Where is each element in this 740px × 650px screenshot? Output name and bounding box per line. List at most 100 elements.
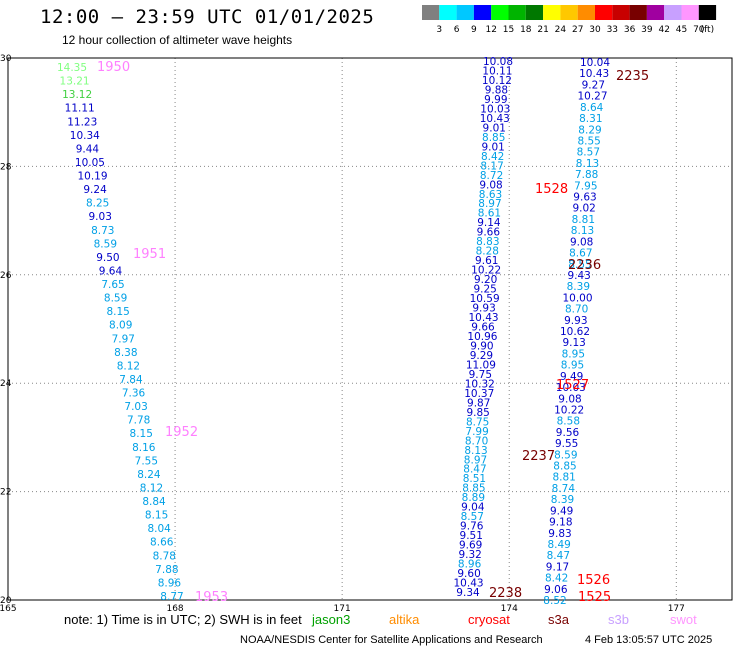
wave-height-value: 9.20: [474, 274, 497, 286]
wave-height-value: 9.24: [83, 184, 107, 196]
wave-height-value: 9.83: [548, 528, 571, 540]
wave-height-value: 8.25: [86, 198, 109, 210]
wave-height-value: 9.51: [460, 530, 483, 542]
wave-height-value: 7.36: [122, 388, 146, 400]
wave-height-value: 9.99: [484, 94, 507, 106]
wave-height-value: 8.77: [160, 591, 183, 603]
wave-height-value: 10.62: [560, 326, 590, 338]
wave-height-value: 8.85: [482, 132, 505, 144]
wave-height-value: 10.03: [480, 103, 510, 115]
colorbar-tick-label: 39: [641, 25, 653, 35]
wave-height-value: 8.89: [462, 492, 485, 504]
wave-height-value: 8.96: [158, 577, 182, 589]
satellite-legend-cryosat: cryosat: [468, 612, 510, 627]
wave-height-value: 9.93: [472, 303, 495, 315]
lat-tick-label: 24: [0, 379, 12, 389]
generated-timestamp: 4 Feb 13:05:57 UTC 2025: [585, 634, 713, 646]
colorbar-swatch: [473, 5, 492, 20]
wave-height-value: 8.04: [147, 523, 171, 535]
wave-height-value: 9.32: [458, 549, 481, 561]
wave-height-value: 7.65: [101, 279, 124, 291]
lon-tick-label: 168: [166, 604, 183, 614]
colorbar-tick-label: 27: [572, 25, 583, 35]
wave-height-value: 10.00: [562, 292, 592, 304]
wave-height-value: 8.63: [479, 189, 502, 201]
colorbar-tick-label: 6: [454, 25, 460, 35]
colorbar-tick-label: 15: [503, 25, 514, 35]
lat-tick-label: 26: [0, 271, 12, 281]
map-title: 12:00 – 23:59 UTC 01/01/2025: [40, 6, 375, 28]
wave-height-value: 8.42: [481, 151, 504, 163]
wave-height-value: 7.88: [155, 564, 178, 576]
wave-height-value: 8.57: [461, 511, 484, 523]
wave-height-value: 8.85: [462, 483, 485, 495]
wave-height-value: 9.01: [481, 141, 504, 153]
wave-height-value: 8.70: [565, 304, 588, 316]
colorbar-tick-label: 24: [555, 25, 567, 35]
wave-height-value: 8.96: [458, 559, 482, 571]
wave-height-value: 7.84: [119, 374, 143, 386]
colorbar-tick-label: 36: [624, 25, 636, 35]
wave-height-value: 8.58: [557, 416, 580, 428]
wave-height-value: 10.22: [554, 404, 584, 416]
wave-height-value: 8.59: [554, 449, 577, 461]
footnote: note: 1) Time is in UTC; 2) SWH is in fe…: [64, 612, 302, 627]
colorbar-swatch: [698, 5, 717, 20]
wave-height-value: 8.81: [552, 472, 575, 484]
wave-height-value: 10.43: [469, 312, 499, 324]
wave-height-value: 10.05: [75, 157, 105, 169]
wave-height-value: 8.85: [553, 461, 576, 473]
pass-time-label: 2235: [616, 69, 649, 84]
colorbar-swatch: [629, 5, 647, 20]
wave-height-value: 10.96: [467, 331, 497, 343]
wave-height-value: 13.12: [62, 89, 92, 101]
wave-height-value: 8.51: [463, 473, 486, 485]
wave-height-value: 8.59: [104, 293, 127, 305]
wave-height-value: 8.39: [567, 281, 590, 293]
wave-height-value: 8.16: [132, 442, 156, 454]
wave-height-value: 9.06: [544, 584, 568, 596]
wave-height-value: 10.03: [556, 382, 586, 394]
wave-height-value: 9.44: [76, 143, 100, 155]
wave-height-value: 8.15: [145, 510, 168, 522]
wave-height-value: 9.87: [467, 397, 490, 409]
wave-height-value: 9.55: [555, 438, 578, 450]
lon-tick-label: 171: [334, 604, 351, 614]
wave-height-value: 9.88: [485, 84, 508, 96]
wave-height-value: 8.73: [91, 225, 114, 237]
wave-height-value: 9.43: [567, 270, 590, 282]
wave-height-value: 9.04: [461, 502, 485, 514]
wave-height-value: 10.04: [580, 57, 610, 69]
wave-height-value: 8.39: [551, 494, 574, 506]
colorbar-swatch: [664, 5, 682, 20]
wave-height-value: 7.95: [574, 180, 597, 192]
wave-height-value: 8.97: [464, 454, 487, 466]
satellite-legend-s3a: s3a: [548, 612, 569, 627]
wave-height-value: 10.43: [454, 578, 484, 590]
map-grid: [8, 58, 732, 600]
wave-height-value: 9.63: [573, 192, 596, 204]
wave-height-value: 11.09: [466, 359, 496, 371]
wave-height-value: 7.55: [135, 455, 158, 467]
wave-height-value: 8.67: [569, 248, 592, 260]
wave-height-value: 8.47: [547, 550, 570, 562]
pass-time-label: 1951: [133, 247, 166, 262]
wave-height-value: 8.59: [94, 238, 117, 250]
wave-height-value: 8.72: [480, 170, 503, 182]
wave-height-value: 10.43: [579, 68, 609, 80]
wave-height-value: 9.25: [473, 284, 496, 296]
pass-time-label: 1953: [195, 590, 228, 605]
colorbar-tick-label: 30: [589, 25, 601, 35]
pass-time-label: 2236: [568, 258, 601, 273]
pass-time-label: 1528: [535, 182, 568, 197]
wave-height-value: 8.55: [568, 259, 591, 271]
colorbar-swatch: [681, 5, 699, 20]
wave-height-value: 8.38: [114, 347, 137, 359]
wave-height-value: 9.50: [96, 252, 119, 264]
satellite-legend-swot: swot: [670, 612, 697, 627]
wave-height-value: 9.03: [89, 211, 112, 223]
wave-height-value: 10.34: [70, 130, 100, 142]
satellite-track-right: 10.0410.439.2710.278.648.318.298.558.578…: [543, 57, 610, 607]
wave-height-value: 9.76: [460, 521, 484, 533]
